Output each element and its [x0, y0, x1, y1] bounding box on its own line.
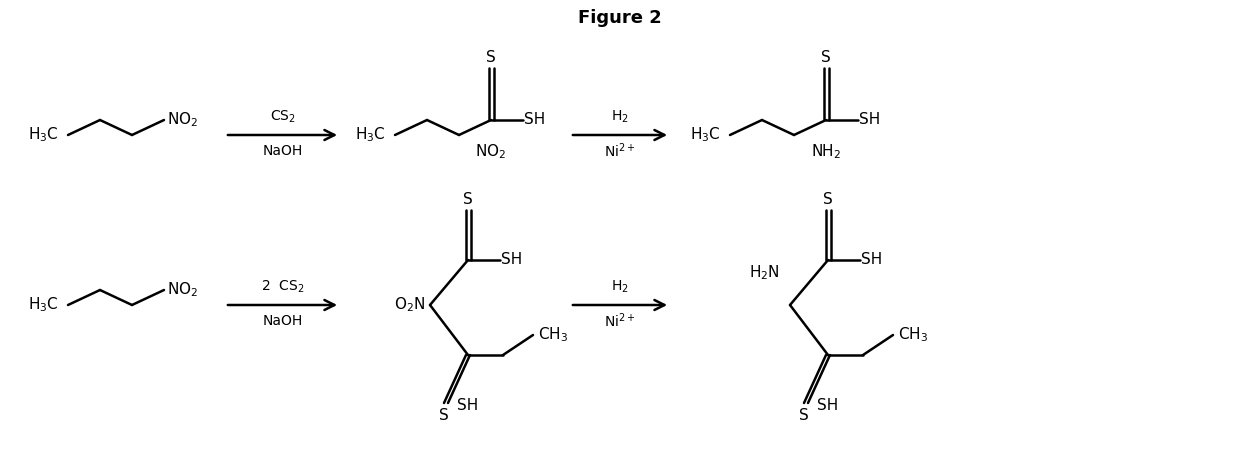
Text: NO$_2$: NO$_2$ — [475, 143, 507, 161]
Text: CS$_2$: CS$_2$ — [269, 109, 295, 125]
Text: Figure 2: Figure 2 — [578, 9, 662, 27]
Text: NO$_2$: NO$_2$ — [167, 111, 198, 129]
Text: H$_3$C: H$_3$C — [689, 126, 720, 144]
Text: NaOH: NaOH — [263, 144, 303, 158]
Text: S: S — [486, 50, 496, 65]
Text: S: S — [821, 50, 831, 65]
Text: S: S — [439, 408, 449, 423]
Text: CH$_3$: CH$_3$ — [538, 326, 568, 344]
Text: S: S — [799, 408, 808, 423]
Text: SH: SH — [817, 398, 838, 413]
Text: SH: SH — [861, 252, 882, 267]
Text: SH: SH — [501, 252, 522, 267]
Text: H$_2$N: H$_2$N — [749, 264, 780, 282]
Text: SH: SH — [458, 398, 479, 413]
Text: Ni$^{2+}$: Ni$^{2+}$ — [604, 142, 636, 160]
Text: H$_2$: H$_2$ — [611, 109, 629, 125]
Text: Ni$^{2+}$: Ni$^{2+}$ — [604, 312, 636, 331]
Text: 2  CS$_2$: 2 CS$_2$ — [260, 279, 304, 295]
Text: H$_2$: H$_2$ — [611, 279, 629, 295]
Text: NaOH: NaOH — [263, 314, 303, 328]
Text: H$_3$C: H$_3$C — [29, 296, 58, 314]
Text: H$_3$C: H$_3$C — [29, 126, 58, 144]
Text: SH: SH — [859, 113, 880, 128]
Text: S: S — [463, 192, 472, 207]
Text: SH: SH — [525, 113, 546, 128]
Text: NH$_2$: NH$_2$ — [811, 143, 841, 161]
Text: O$_2$N: O$_2$N — [394, 296, 425, 314]
Text: S: S — [823, 192, 833, 207]
Text: H$_3$C: H$_3$C — [355, 126, 386, 144]
Text: NO$_2$: NO$_2$ — [167, 281, 198, 299]
Text: CH$_3$: CH$_3$ — [898, 326, 929, 344]
